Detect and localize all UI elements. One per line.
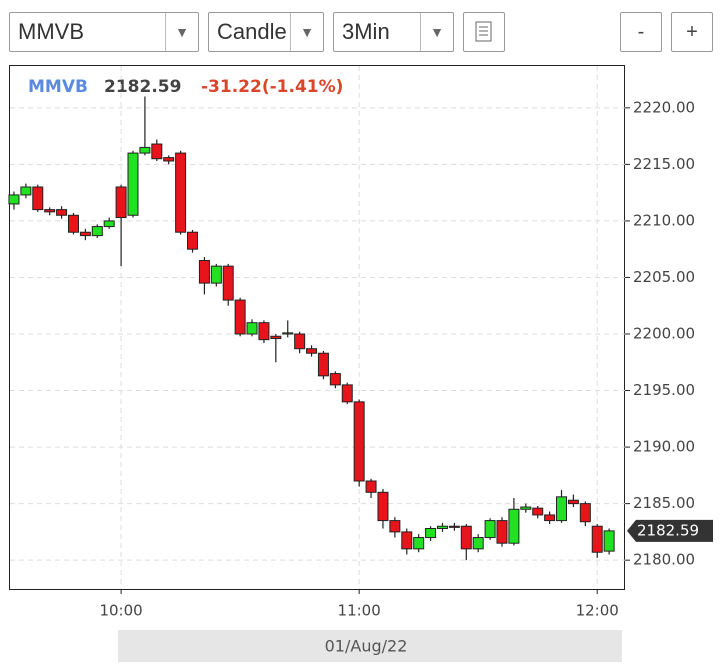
- candle-body: [20, 186, 32, 196]
- legend-symbol: MMVB: [28, 77, 88, 97]
- table-icon: [475, 21, 492, 42]
- candle-body: [317, 352, 329, 377]
- candle-body: [56, 209, 68, 216]
- candle-body: [425, 528, 437, 539]
- symbol-select[interactable]: MMVB ▼: [9, 12, 199, 52]
- y-tick-label: 2200.00: [633, 325, 695, 343]
- candle-body: [44, 209, 56, 213]
- candle-body: [329, 373, 341, 386]
- candle-body: [175, 152, 187, 233]
- candle-body: [436, 525, 448, 530]
- candle-body: [67, 214, 79, 233]
- candle-body: [365, 480, 377, 493]
- y-tick-label: 2205.00: [633, 268, 695, 286]
- chart-style: Candle: [217, 19, 287, 44]
- plot-frame: [9, 65, 625, 590]
- y-tick-label: 2190.00: [633, 438, 695, 456]
- last-price-label: 2182.59: [637, 521, 699, 539]
- y-tick-label: 2185.00: [633, 494, 695, 512]
- candle-body: [258, 322, 270, 341]
- candle-body: [234, 299, 246, 335]
- candle-body: [603, 530, 615, 552]
- candle-body: [210, 265, 222, 284]
- candle-body: [377, 491, 389, 522]
- dropdown-arrow: ▼: [165, 13, 198, 51]
- last-price-tag: [627, 519, 713, 542]
- legend-change: -31.22(-1.41%): [201, 77, 343, 97]
- candle-body: [306, 348, 318, 354]
- candle-body: [544, 514, 556, 522]
- date-bar: [118, 630, 622, 662]
- candle-body: [341, 384, 353, 403]
- candle-body: [579, 503, 591, 523]
- y-tick-label: 2215.00: [633, 155, 695, 173]
- candle-body: [532, 507, 544, 516]
- candle-body: [127, 152, 139, 216]
- zoom-in: +: [686, 21, 698, 43]
- plot: [10, 66, 625, 589]
- candle-body: [163, 157, 175, 162]
- candle-body: [246, 322, 258, 335]
- candle-body: [139, 146, 151, 154]
- candle-body: [103, 220, 115, 228]
- y-tick-label: 2210.00: [633, 211, 695, 229]
- candle-body: [448, 525, 460, 528]
- candle-body: [496, 520, 508, 544]
- interval: 3Min: [342, 19, 390, 44]
- dropdown-arrow: ▼: [290, 13, 323, 51]
- x-tick-label: 10:00: [99, 602, 142, 620]
- candle-body: [484, 520, 496, 539]
- candle-body: [567, 499, 579, 505]
- style-select[interactable]: Candle ▼: [208, 12, 324, 52]
- candle-body: [413, 537, 425, 550]
- y-tick-label: 2180.00: [633, 551, 695, 569]
- x-tick-label: 11:00: [338, 602, 381, 620]
- candle-body: [353, 401, 365, 482]
- candle-body: [472, 537, 484, 550]
- candle-body: [222, 265, 234, 301]
- candle-body: [32, 186, 44, 211]
- date-label: 01/Aug/22: [325, 637, 408, 656]
- zoom-in-button[interactable]: +: [671, 12, 713, 52]
- candle-body: [591, 525, 603, 553]
- x-tick-label: 12:00: [576, 602, 619, 620]
- candle-body: [151, 143, 163, 160]
- candle-body: [389, 520, 401, 533]
- candle-body: [460, 525, 472, 550]
- y-tick-label: 2195.00: [633, 381, 695, 399]
- candle-body: [187, 231, 199, 250]
- candle-body: [556, 496, 568, 522]
- candle-body: [270, 335, 282, 340]
- candle-body: [91, 226, 103, 237]
- zoom-out-button[interactable]: -: [620, 12, 662, 52]
- table-button[interactable]: [463, 12, 505, 52]
- symbol: MMVB: [18, 19, 84, 44]
- zoom-out: -: [637, 21, 645, 43]
- candle-body: [115, 186, 127, 219]
- dropdown-arrow: ▼: [420, 13, 453, 51]
- y-tick-label: 2220.00: [633, 98, 695, 116]
- candle-body: [520, 506, 532, 510]
- candle-body: [79, 231, 91, 237]
- legend-price: 2182.59: [104, 77, 181, 97]
- candle-body: [282, 332, 294, 335]
- candle-body: [198, 259, 210, 284]
- interval-select[interactable]: 3Min ▼: [333, 12, 454, 52]
- candle-body: [508, 508, 520, 544]
- candle-body: [401, 531, 413, 550]
- candle-body: [294, 333, 306, 350]
- candle-body: [8, 194, 20, 205]
